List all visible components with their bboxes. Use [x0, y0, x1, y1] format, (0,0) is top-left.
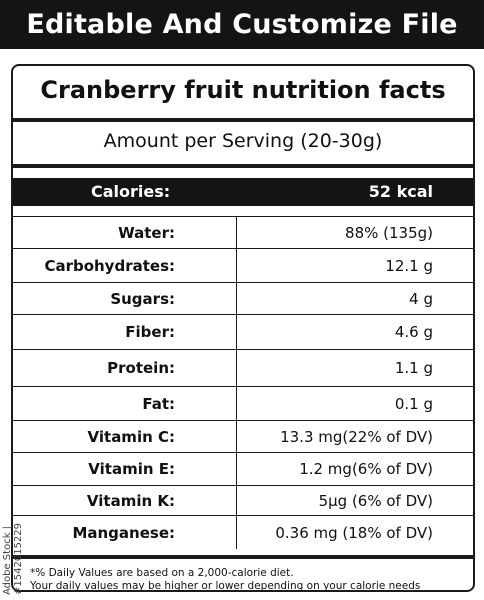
nutrient-value: 1.1 g [394, 359, 433, 377]
nutrient-value: 13.3 mg(22% of DV) [280, 428, 433, 446]
serving-size: Amount per Serving (20-30g) [103, 130, 383, 152]
nutrient-label: Fat: [142, 395, 175, 413]
nutrient-row: Water: 88% (135g) [13, 216, 473, 248]
nutrient-label: Sugars: [110, 290, 175, 308]
nutrient-row: Carbohydrates: 12.1 g [13, 248, 473, 282]
nutrient-value: 12.1 g [385, 257, 433, 275]
calories-label: Calories: [91, 182, 171, 201]
nutrient-label: Vitamin E: [88, 460, 175, 478]
nutrient-value: 4 g [409, 290, 433, 308]
calories-value: 52 kcal [368, 182, 433, 201]
banner-title: Editable And Customize File [0, 0, 484, 49]
nutrient-row: Fat: 0.1 g [13, 386, 473, 420]
watermark-text: Adobe Stock | #1542015229 [2, 522, 24, 595]
nutrient-value: 0.1 g [394, 395, 433, 413]
divider [13, 118, 473, 122]
nutrient-value: 0.36 mg (18% of DV) [275, 524, 433, 542]
nutrient-value: 5µg (6% of DV) [318, 492, 433, 510]
nutrient-label: Vitamin K: [86, 492, 175, 510]
nutrition-facts-card: Cranberry fruit nutrition facts Amount p… [11, 64, 475, 592]
nutrient-value: 1.2 mg(6% of DV) [299, 460, 433, 478]
calories-bar: Calories: 52 kcal [13, 178, 473, 206]
nutrient-label: Fiber: [125, 323, 175, 341]
column-divider [236, 216, 237, 549]
nutrient-row: Protein: 1.1 g [13, 349, 473, 386]
nutrient-label: Protein: [107, 359, 175, 377]
nutrient-label: Vitamin C: [87, 428, 175, 446]
nutrient-label: Carbohydrates: [44, 257, 175, 275]
nutrient-row: Vitamin C: 13.3 mg(22% of DV) [13, 420, 473, 452]
nutrient-row: Manganese: 0.36 mg (18% of DV) [13, 515, 473, 549]
divider [13, 555, 473, 559]
footnote-daily-values: *% Daily Values are based on a 2,000-cal… [30, 567, 294, 579]
nutrient-label: Manganese: [72, 524, 175, 542]
nutrient-row: Vitamin K: 5µg (6% of DV) [13, 485, 473, 515]
footnote-calorie-needs: Your daily values may be higher or lower… [30, 580, 421, 592]
divider [13, 164, 473, 168]
nutrient-row: Sugars: 4 g [13, 282, 473, 314]
nutrient-label: Water: [118, 224, 175, 242]
nutrient-value: 88% (135g) [345, 224, 433, 242]
nutrient-row: Vitamin E: 1.2 mg(6% of DV) [13, 452, 473, 485]
card-title: Cranberry fruit nutrition facts [40, 76, 446, 104]
nutrient-value: 4.6 g [394, 323, 433, 341]
nutrient-row: Fiber: 4.6 g [13, 314, 473, 349]
